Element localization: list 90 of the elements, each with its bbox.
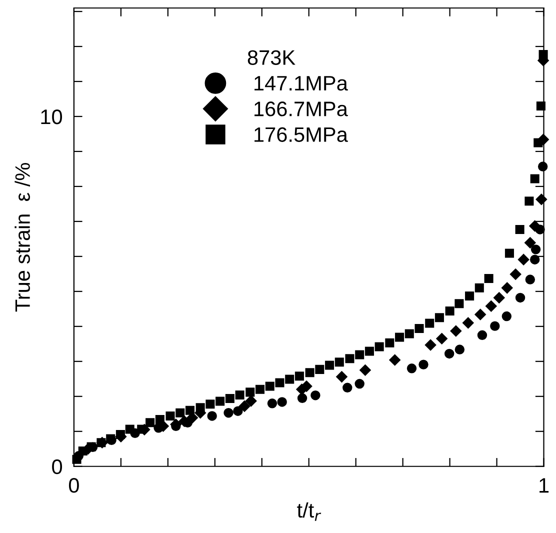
point [155,414,164,424]
point [530,244,541,254]
point [502,311,512,322]
point [166,411,175,421]
point [490,321,500,331]
point [529,220,540,232]
point [454,299,464,308]
x-axis-title: t/t$_{r}$ [297,502,322,521]
point [524,237,536,248]
point [445,306,454,316]
legend-title: 873K [248,50,296,65]
point [436,333,448,344]
point [534,138,543,148]
point [510,268,522,280]
point [265,382,274,391]
point [525,274,536,284]
point [233,406,243,416]
point [325,360,334,370]
point [255,384,265,394]
point [484,274,494,283]
point [196,403,205,412]
point [206,400,215,409]
point [297,393,308,404]
legend-label: 176.5MPa [254,127,348,142]
point [360,364,371,376]
point [342,382,352,393]
point [474,283,484,292]
point [305,368,314,378]
point [364,346,374,356]
point [424,339,436,351]
point [235,390,244,400]
point [224,408,234,418]
point [462,317,474,329]
point [185,406,195,415]
point [137,424,146,434]
point [385,338,394,348]
point [530,174,540,184]
point [294,372,304,381]
point [267,398,278,408]
point [474,308,486,320]
point [465,291,474,300]
point [406,364,417,374]
point [418,360,428,370]
point [444,348,454,359]
point [395,332,404,342]
point [116,430,125,440]
point [345,354,354,364]
point [275,378,284,388]
point [425,318,434,328]
point [502,282,513,294]
point [245,395,257,407]
point [246,388,255,397]
x-tick-label: 1 [540,478,549,493]
point [225,394,234,404]
point [486,300,497,312]
point [515,292,526,303]
point [434,313,444,322]
y-tick-label: 10 [41,109,62,124]
point [310,390,320,400]
point [477,330,488,340]
point [176,408,185,418]
point [494,292,505,304]
point [515,224,524,234]
point [355,350,364,360]
point [354,378,364,389]
point [524,196,534,206]
point [96,438,106,448]
point [216,396,225,406]
point [450,325,462,337]
point [504,248,514,258]
legend-label: 147.1MPa [254,76,348,91]
point [404,329,414,338]
point [336,371,348,382]
point [334,358,344,367]
point [518,254,530,266]
point [277,397,287,407]
point [389,354,400,366]
point [125,424,134,434]
point [207,411,217,421]
point [78,446,88,456]
point [146,418,155,428]
y-axis-title: True strain ε /% [14,163,30,312]
point [238,400,250,412]
point [315,364,324,374]
point [530,254,540,264]
point [454,344,465,354]
point [285,374,294,384]
point [414,324,424,334]
legend-label: 166.7MPa [254,102,348,116]
point [374,342,384,352]
